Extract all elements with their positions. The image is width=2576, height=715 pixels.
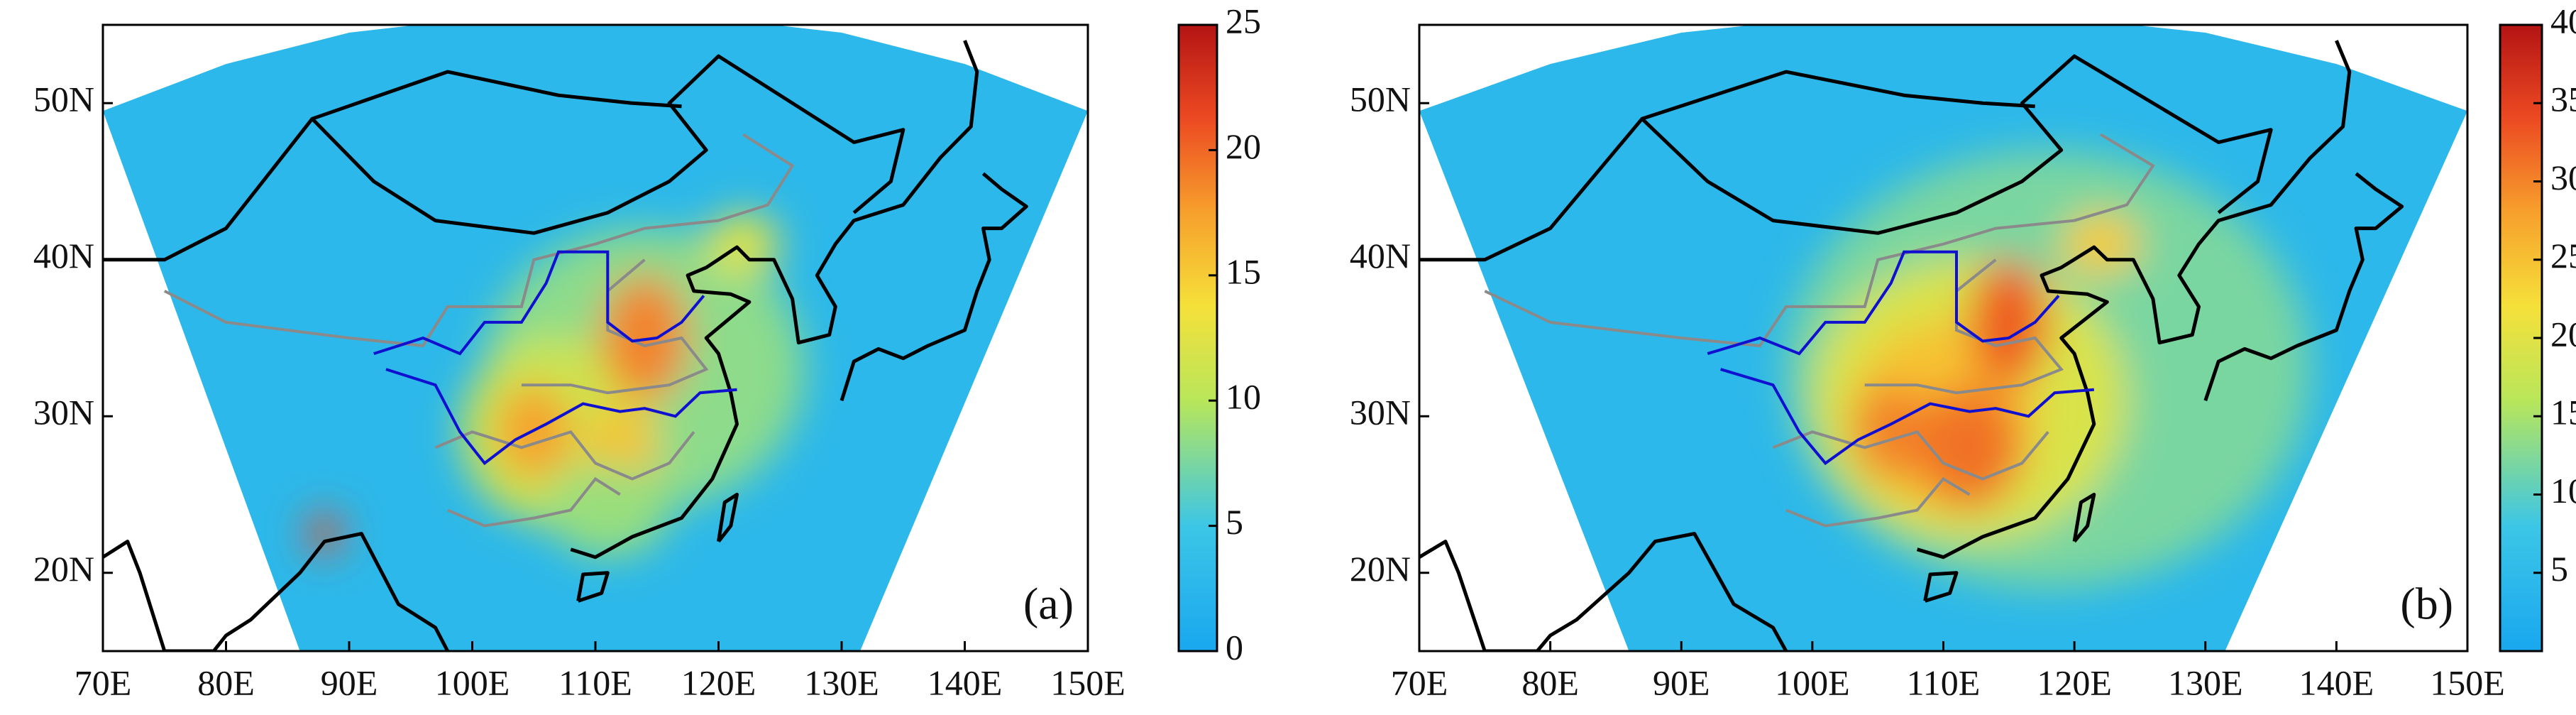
x-tick-label: 70E bbox=[75, 662, 132, 702]
x-tick-label: 150E bbox=[2430, 662, 2505, 702]
coastline bbox=[2072, 493, 2096, 543]
colorbar-tick-label: 10 bbox=[1226, 377, 1261, 417]
province-border bbox=[1772, 430, 2049, 481]
river bbox=[385, 368, 737, 466]
y-tick-label: 20N bbox=[33, 549, 94, 589]
x-tick-label: 140E bbox=[928, 662, 1003, 702]
river bbox=[373, 250, 705, 356]
river bbox=[1720, 368, 2094, 466]
province-border bbox=[434, 430, 695, 481]
coastline bbox=[103, 532, 450, 651]
map-panel: 70E 80E 90E 100E 110E 120E 130E 140E 150E 20N 30N 4… bbox=[33, 1, 1261, 702]
y-tick-label: 40N bbox=[1350, 236, 1411, 275]
field bbox=[103, 25, 1088, 651]
y-tick-label: 50N bbox=[1350, 80, 1411, 119]
colorbar-tick-label: 25 bbox=[1226, 1, 1261, 40]
x-tick-label: 80E bbox=[1521, 662, 1579, 702]
coastline bbox=[840, 172, 1028, 401]
field-blob bbox=[1969, 259, 2049, 386]
coastline bbox=[2203, 172, 2404, 401]
panel-label: (b) bbox=[2400, 579, 2453, 629]
panel-label: (a) bbox=[1023, 579, 1074, 629]
x-tick-label: 130E bbox=[2168, 662, 2243, 702]
x-tick-label: 70E bbox=[1391, 662, 1448, 702]
map-panel: 70E 80E 90E 100E 110E 120E 130E 140E 150E 20N 30N 4… bbox=[1350, 1, 2576, 702]
x-tick-label: 150E bbox=[1050, 662, 1125, 702]
province-border bbox=[1785, 476, 1971, 528]
province-border bbox=[447, 476, 621, 528]
x-tick-label: 100E bbox=[1775, 662, 1850, 702]
coastline bbox=[717, 493, 739, 543]
coastline bbox=[1419, 54, 2273, 262]
x-tick-label: 120E bbox=[2037, 662, 2112, 702]
x-tick-label: 140E bbox=[2299, 662, 2374, 702]
colorbar-tick-label: 30 bbox=[2550, 158, 2576, 197]
x-tick-label: 90E bbox=[1653, 662, 1710, 702]
x-tick-label: 110E bbox=[558, 662, 632, 702]
coastline bbox=[1916, 40, 2352, 560]
colorbar-tick-label: 5 bbox=[2550, 549, 2568, 589]
coastline bbox=[103, 54, 906, 262]
map-content bbox=[103, 25, 1088, 651]
x-tick-label: 90E bbox=[321, 662, 378, 702]
y-tick-label: 40N bbox=[33, 236, 94, 275]
coastline bbox=[1923, 571, 1959, 603]
coastline bbox=[1419, 532, 1788, 651]
x-tick-label: 120E bbox=[681, 662, 756, 702]
x-tick-label: 100E bbox=[435, 662, 510, 702]
colorbar-tick-label: 25 bbox=[2550, 236, 2576, 275]
y-tick-label: 30N bbox=[33, 393, 94, 432]
river bbox=[1707, 250, 2060, 356]
field-blob bbox=[2061, 212, 2140, 275]
province-border bbox=[163, 133, 795, 348]
field-blobs bbox=[308, 212, 805, 557]
colorbar-tick-label: 15 bbox=[1226, 251, 1261, 291]
x-tick-label: 130E bbox=[804, 662, 879, 702]
y-tick-label: 30N bbox=[1350, 393, 1411, 432]
colorbar-tick-label: 5 bbox=[1226, 502, 1243, 542]
colorbar-tick-label: 15 bbox=[2550, 393, 2576, 432]
coastline bbox=[312, 70, 682, 121]
y-tick-label: 50N bbox=[33, 80, 94, 119]
x-tick-label: 110E bbox=[1907, 662, 1981, 702]
x-tick-label: 80E bbox=[197, 662, 255, 702]
field-blobs bbox=[1785, 150, 2311, 589]
colorbar-tick-label: 20 bbox=[1226, 126, 1261, 166]
map-content bbox=[1419, 25, 2467, 651]
y-tick-label: 20N bbox=[1350, 549, 1411, 589]
colorbar-tick-label: 10 bbox=[2550, 471, 2576, 511]
colorbar-tick-label: 35 bbox=[2550, 80, 2576, 119]
field-blob bbox=[706, 212, 781, 275]
coastline bbox=[570, 40, 979, 560]
colorbar bbox=[1177, 23, 1218, 653]
province-border bbox=[1484, 133, 2155, 348]
field-blob bbox=[308, 513, 341, 555]
field-blob bbox=[1851, 385, 1931, 479]
colorbar-tick-label: 20 bbox=[2550, 314, 2576, 354]
field-blob bbox=[601, 275, 688, 401]
coastline bbox=[576, 571, 610, 603]
colorbar-tick-label: 0 bbox=[1226, 627, 1243, 667]
coastline bbox=[1641, 70, 2035, 121]
colorbar-tick-label: 40 bbox=[2550, 1, 2576, 40]
